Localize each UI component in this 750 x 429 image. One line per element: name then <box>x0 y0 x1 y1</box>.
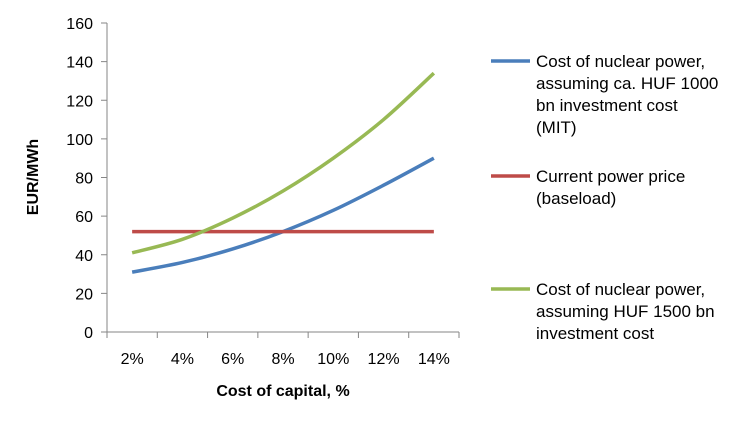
x-tick-label: 10% <box>317 351 349 368</box>
y-tick-label: 0 <box>84 325 93 342</box>
legend: Cost of nuclear power, assuming ca. HUF 1… <box>491 52 718 343</box>
y-tick-label: 40 <box>75 248 93 265</box>
y-tick-label: 20 <box>75 286 93 303</box>
legend-label: Current power price <box>536 167 685 186</box>
legend-label: bn investment cost <box>536 96 678 115</box>
x-tick-label: 6% <box>221 351 244 368</box>
series-line-3 <box>131 71 436 255</box>
y-tick-label: 160 <box>66 16 93 33</box>
series-line-1 <box>131 156 435 274</box>
y-axis-title: EUR/MWh <box>25 139 42 215</box>
x-tick-label: 12% <box>368 351 400 368</box>
axes: 0 20 40 60 80 100 120 140 160 2% 4% 6% 8% 10% 12% 14% <box>66 16 460 368</box>
y-tick-label: 140 <box>66 55 93 72</box>
legend-label: (baseload) <box>536 189 616 208</box>
legend-label: investment cost <box>536 324 654 343</box>
legend-label: assuming HUF 1500 bn <box>536 302 715 321</box>
y-tick-label: 100 <box>66 132 93 149</box>
x-axis-title: Cost of capital, % <box>216 383 349 400</box>
x-tick-label: 8% <box>271 351 294 368</box>
x-tick-label: 4% <box>171 351 194 368</box>
x-tick-label: 2% <box>121 351 144 368</box>
legend-label: assuming ca. HUF 1000 <box>536 74 718 93</box>
series-lines <box>131 71 436 274</box>
y-tick-label: 60 <box>75 209 93 226</box>
y-tick-label: 80 <box>75 171 93 188</box>
y-tick-label: 120 <box>66 93 93 110</box>
legend-label: Cost of nuclear power, <box>536 280 705 299</box>
legend-label: Cost of nuclear power, <box>536 52 705 71</box>
legend-label: (MIT) <box>536 118 577 137</box>
x-tick-label: 14% <box>418 351 450 368</box>
